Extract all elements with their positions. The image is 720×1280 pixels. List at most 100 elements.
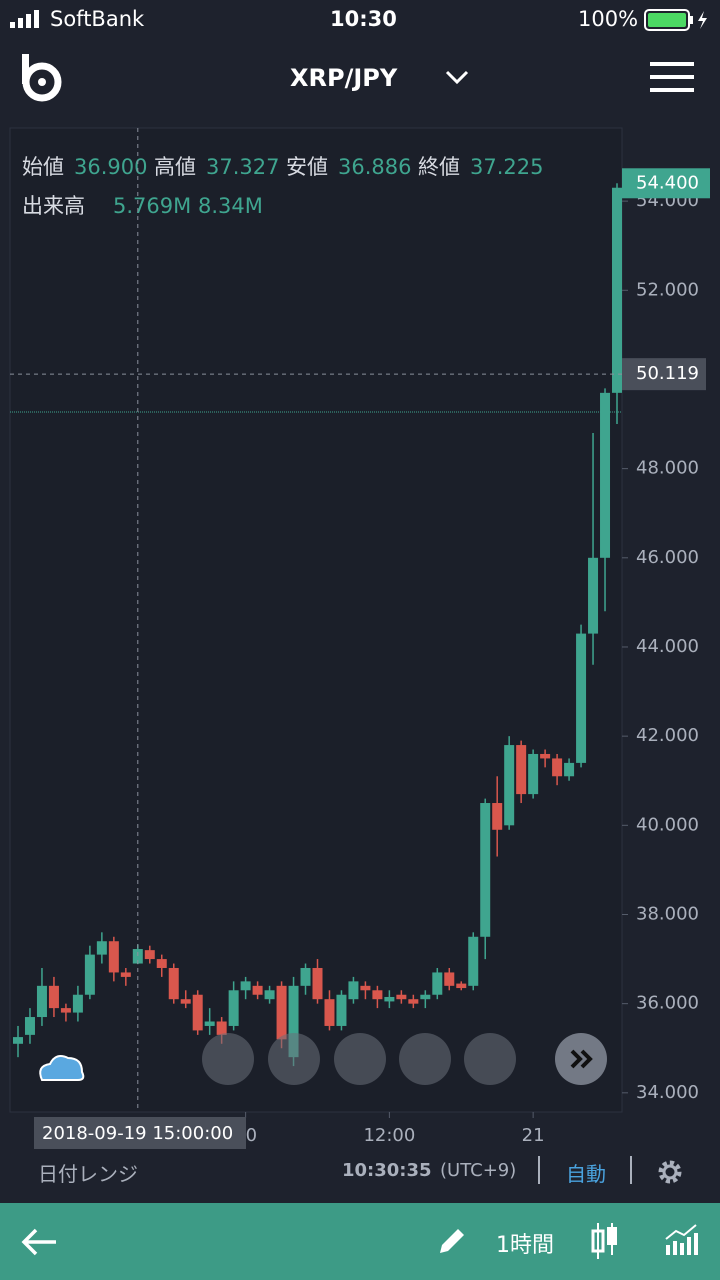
y-tick-label: 48.000 — [636, 458, 699, 479]
info-label: 安値 — [286, 155, 328, 179]
back-button[interactable] — [20, 1227, 60, 1257]
candle-body — [528, 753, 539, 795]
last-price-box — [622, 168, 710, 199]
candle-body — [156, 959, 167, 968]
last-price-label: 54.400 — [636, 172, 699, 193]
candle-body — [408, 999, 419, 1004]
candle-body — [552, 758, 563, 777]
separator — [630, 1156, 632, 1184]
info-label: 高値 — [154, 155, 196, 179]
candle-body — [13, 1037, 23, 1044]
status-bar: SoftBank 10:30 100% — [0, 0, 720, 40]
candle-body — [504, 745, 515, 826]
candle-body — [132, 949, 143, 964]
candle-body — [480, 803, 491, 937]
nav-button[interactable] — [334, 1033, 386, 1085]
candle-body — [24, 1017, 35, 1035]
nav-button[interactable] — [399, 1033, 451, 1085]
info-value: 36.886 — [338, 155, 411, 179]
candle-body — [492, 803, 503, 830]
candle-body — [84, 954, 95, 995]
y-tick-label: 52.000 — [636, 279, 699, 300]
candle-body — [468, 936, 479, 986]
footer-bar: 1時間 — [0, 1203, 720, 1280]
crosshair-price-box — [622, 358, 706, 391]
candle-body — [240, 981, 251, 991]
candle-body — [276, 985, 287, 1040]
draw-button[interactable] — [436, 1225, 468, 1257]
separator — [538, 1156, 540, 1184]
crosshair-price-label: 50.119 — [636, 363, 699, 384]
toolbar-clock: 10:30:35 — [342, 1160, 432, 1181]
nav-button[interactable] — [202, 1033, 254, 1085]
candle-body — [300, 967, 311, 986]
candle-body — [564, 762, 575, 777]
candle-body — [168, 967, 179, 1000]
candle-body — [384, 996, 395, 1002]
candle-body — [288, 985, 299, 1058]
crosshair-time-label: 2018-09-19 15:00:00 — [42, 1123, 233, 1144]
candle-body — [228, 990, 239, 1026]
candle-body — [324, 999, 335, 1026]
y-tick-label: 46.000 — [636, 547, 699, 568]
battery-text: 100% — [578, 7, 639, 31]
nav-button[interactable] — [464, 1033, 516, 1085]
candle-body — [96, 941, 107, 955]
indicator-button[interactable] — [664, 1223, 698, 1257]
dropdown-icon[interactable] — [444, 68, 470, 86]
volume-value: 5.769M — [113, 194, 191, 218]
candle-body — [612, 187, 622, 393]
logo[interactable] — [20, 52, 64, 102]
chart-toolbar: 日付レンジ 10:30:35 (UTC+9) 自動 — [0, 1150, 720, 1194]
candle-body — [348, 981, 359, 1000]
candle-body — [576, 633, 587, 763]
candle-body — [372, 990, 383, 1000]
crosshair-time-box — [34, 1117, 246, 1149]
pair-title[interactable]: XRP/JPY — [290, 64, 398, 92]
auto-button[interactable]: 自動 — [566, 1162, 606, 1186]
candle-body — [72, 994, 83, 1013]
candle-body — [600, 392, 611, 558]
battery-icon — [644, 9, 707, 31]
candle-body — [108, 941, 119, 973]
date-range-button[interactable]: 日付レンジ — [38, 1162, 138, 1186]
candle-body — [204, 1021, 215, 1026]
volume-label: 出来高 — [22, 194, 85, 218]
candle-body — [144, 950, 155, 960]
x-tick-label: 21 — [522, 1125, 545, 1146]
candle-body — [120, 972, 131, 977]
candle-body — [360, 985, 371, 991]
candle-body — [192, 994, 203, 1031]
settings-icon[interactable] — [656, 1158, 684, 1186]
info-label: 始値 — [22, 155, 64, 179]
candle-body — [456, 983, 467, 989]
y-tick-label: 44.000 — [636, 636, 699, 657]
info-value: 36.900 — [74, 155, 147, 179]
interval-button[interactable]: 1時間 — [496, 1233, 554, 1258]
cloud-icon — [39, 1055, 85, 1081]
candle-body — [36, 985, 47, 1018]
menu-icon[interactable] — [650, 62, 694, 94]
info-value: 37.225 — [470, 155, 543, 179]
clock: 10:30 — [330, 7, 397, 31]
candle-body — [216, 1021, 227, 1035]
signal-icon — [10, 10, 39, 28]
ohlc-info: 始値 36.900 高値 37.327 安値 36.886 終値 37.225 出来高 5.769… — [22, 155, 543, 218]
y-tick-label: 42.000 — [636, 725, 699, 746]
y-tick-label: 36.000 — [636, 993, 699, 1014]
candle-body — [588, 557, 599, 634]
x-tick-label: 12:00 — [363, 1125, 415, 1146]
candle-body — [396, 994, 407, 1000]
candle-body — [336, 994, 347, 1026]
carrier: SoftBank — [50, 7, 145, 31]
timezone: (UTC+9) — [440, 1160, 517, 1181]
candle-body — [264, 990, 275, 1000]
y-tick-label: 38.000 — [636, 903, 699, 924]
candle-body — [312, 967, 323, 1000]
chart-type-button[interactable] — [590, 1221, 620, 1261]
candle-body — [420, 994, 431, 1000]
nav-button[interactable] — [268, 1033, 320, 1085]
chart: 始値 36.900 高値 37.327 安値 36.886 終値 37.225 出来高 5.769… — [9, 127, 710, 1149]
candle-body — [516, 745, 527, 795]
